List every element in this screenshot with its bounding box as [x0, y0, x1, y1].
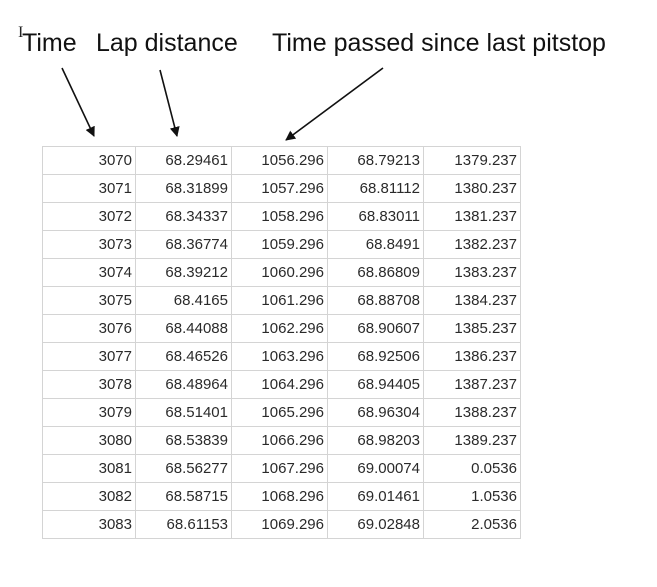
spreadsheet-cell[interactable]: 68.86809: [327, 258, 424, 287]
spreadsheet-cell[interactable]: 68.34337: [135, 202, 232, 231]
spreadsheet-cell[interactable]: 68.92506: [327, 342, 424, 371]
spreadsheet-row: 3070 68.29461 1056.296 68.79213 1379.237: [42, 146, 521, 175]
spreadsheet-row: 3079 68.51401 1065.296 68.96304 1388.237: [42, 398, 521, 427]
spreadsheet-cell[interactable]: 68.4165: [135, 286, 232, 315]
spreadsheet-cell[interactable]: 2.0536: [423, 510, 521, 539]
spreadsheet-cell[interactable]: 3079: [42, 398, 136, 427]
text-cursor-icon: I: [18, 24, 24, 41]
pitstop-annotation-label: Time passed since last pitstop: [272, 29, 606, 57]
spreadsheet-cell[interactable]: 1381.237: [423, 202, 521, 231]
spreadsheet-cell[interactable]: 3077: [42, 342, 136, 371]
spreadsheet-cell[interactable]: 3070: [42, 146, 136, 175]
spreadsheet-cell[interactable]: 1382.237: [423, 230, 521, 259]
spreadsheet-row: 3075 68.4165 1061.296 68.88708 1384.237: [42, 286, 521, 315]
spreadsheet-cell[interactable]: 68.88708: [327, 286, 424, 315]
lap-distance-arrow-icon: [159, 69, 180, 137]
spreadsheet-row: 3074 68.39212 1060.296 68.86809 1383.237: [42, 258, 521, 287]
spreadsheet-cell[interactable]: 68.46526: [135, 342, 232, 371]
spreadsheet-cell[interactable]: 3080: [42, 426, 136, 455]
spreadsheet-cell[interactable]: 3074: [42, 258, 136, 287]
time-annotation-label: Time: [22, 29, 77, 57]
spreadsheet-cell[interactable]: 68.56277: [135, 454, 232, 483]
spreadsheet-cell[interactable]: 1384.237: [423, 286, 521, 315]
spreadsheet-row: 3076 68.44088 1062.296 68.90607 1385.237: [42, 314, 521, 343]
spreadsheet-cell[interactable]: 68.44088: [135, 314, 232, 343]
spreadsheet-cell[interactable]: 68.36774: [135, 230, 232, 259]
spreadsheet-cell[interactable]: 1066.296: [231, 426, 328, 455]
spreadsheet-cell[interactable]: 68.96304: [327, 398, 424, 427]
spreadsheet-cell[interactable]: 1064.296: [231, 370, 328, 399]
spreadsheet-row: 3080 68.53839 1066.296 68.98203 1389.237: [42, 426, 521, 455]
spreadsheet-row: 3072 68.34337 1058.296 68.83011 1381.237: [42, 202, 521, 231]
spreadsheet-cell[interactable]: 68.48964: [135, 370, 232, 399]
spreadsheet-cell[interactable]: 68.90607: [327, 314, 424, 343]
spreadsheet-cell[interactable]: 1061.296: [231, 286, 328, 315]
spreadsheet-cell[interactable]: 68.83011: [327, 202, 424, 231]
spreadsheet-cell[interactable]: 68.51401: [135, 398, 232, 427]
spreadsheet-cell[interactable]: 3071: [42, 174, 136, 203]
lap-distance-annotation-label: Lap distance: [96, 29, 238, 57]
spreadsheet-row: 3082 68.58715 1068.296 69.01461 1.0536: [42, 482, 521, 511]
spreadsheet-cell[interactable]: 1.0536: [423, 482, 521, 511]
spreadsheet-row: 3077 68.46526 1063.296 68.92506 1386.237: [42, 342, 521, 371]
spreadsheet-cell[interactable]: 68.79213: [327, 146, 424, 175]
spreadsheet-cell[interactable]: 69.02848: [327, 510, 424, 539]
spreadsheet-body: 3070 68.29461 1056.296 68.79213 1379.237 3071…: [42, 146, 521, 539]
spreadsheet-cell[interactable]: 1060.296: [231, 258, 328, 287]
spreadsheet-cell[interactable]: 68.29461: [135, 146, 232, 175]
spreadsheet-cell[interactable]: 1059.296: [231, 230, 328, 259]
spreadsheet-cell[interactable]: 68.94405: [327, 370, 424, 399]
spreadsheet-cell[interactable]: 3078: [42, 370, 136, 399]
spreadsheet-cell[interactable]: 0.0536: [423, 454, 521, 483]
spreadsheet-cell[interactable]: 68.98203: [327, 426, 424, 455]
spreadsheet-cell[interactable]: 68.61153: [135, 510, 232, 539]
spreadsheet-cell[interactable]: 1067.296: [231, 454, 328, 483]
spreadsheet-cell[interactable]: 1385.237: [423, 314, 521, 343]
spreadsheet-cell[interactable]: 1383.237: [423, 258, 521, 287]
spreadsheet-cell[interactable]: 68.39212: [135, 258, 232, 287]
spreadsheet-cell[interactable]: 3076: [42, 314, 136, 343]
spreadsheet-cell[interactable]: 1386.237: [423, 342, 521, 371]
spreadsheet-cell[interactable]: 3083: [42, 510, 136, 539]
spreadsheet-cell[interactable]: 69.00074: [327, 454, 424, 483]
spreadsheet-cell[interactable]: 1062.296: [231, 314, 328, 343]
spreadsheet-cell[interactable]: 68.58715: [135, 482, 232, 511]
spreadsheet-cell[interactable]: 1057.296: [231, 174, 328, 203]
pitstop-arrow-icon: [285, 67, 384, 141]
spreadsheet-cell[interactable]: 69.01461: [327, 482, 424, 511]
spreadsheet-cell[interactable]: 1056.296: [231, 146, 328, 175]
spreadsheet-cell[interactable]: 3081: [42, 454, 136, 483]
spreadsheet-cell[interactable]: 1380.237: [423, 174, 521, 203]
spreadsheet-cell[interactable]: 1388.237: [423, 398, 521, 427]
spreadsheet-cell[interactable]: 1058.296: [231, 202, 328, 231]
spreadsheet-cell[interactable]: 68.81112: [327, 174, 424, 203]
spreadsheet-row: 3081 68.56277 1067.296 69.00074 0.0536: [42, 454, 521, 483]
spreadsheet-cell[interactable]: 68.53839: [135, 426, 232, 455]
spreadsheet-cell[interactable]: 1069.296: [231, 510, 328, 539]
spreadsheet-cell[interactable]: 1063.296: [231, 342, 328, 371]
spreadsheet-cell[interactable]: 3073: [42, 230, 136, 259]
spreadsheet-cell[interactable]: 1379.237: [423, 146, 521, 175]
spreadsheet-row: 3073 68.36774 1059.296 68.8491 1382.237: [42, 230, 521, 259]
spreadsheet-cell[interactable]: 1068.296: [231, 482, 328, 511]
spreadsheet-cell[interactable]: 3082: [42, 482, 136, 511]
spreadsheet-table: 3070 68.29461 1056.296 68.79213 1379.237 3071…: [42, 146, 521, 539]
spreadsheet-cell[interactable]: 1387.237: [423, 370, 521, 399]
spreadsheet-cell[interactable]: 68.31899: [135, 174, 232, 203]
spreadsheet-cell[interactable]: 3072: [42, 202, 136, 231]
spreadsheet-cell[interactable]: 68.8491: [327, 230, 424, 259]
spreadsheet-row: 3071 68.31899 1057.296 68.81112 1380.237: [42, 174, 521, 203]
spreadsheet-row: 3083 68.61153 1069.296 69.02848 2.0536: [42, 510, 521, 539]
spreadsheet-row: 3078 68.48964 1064.296 68.94405 1387.237: [42, 370, 521, 399]
spreadsheet-cell[interactable]: 3075: [42, 286, 136, 315]
spreadsheet-cell[interactable]: 1065.296: [231, 398, 328, 427]
spreadsheet-cell[interactable]: 1389.237: [423, 426, 521, 455]
time-arrow-icon: [61, 67, 95, 137]
